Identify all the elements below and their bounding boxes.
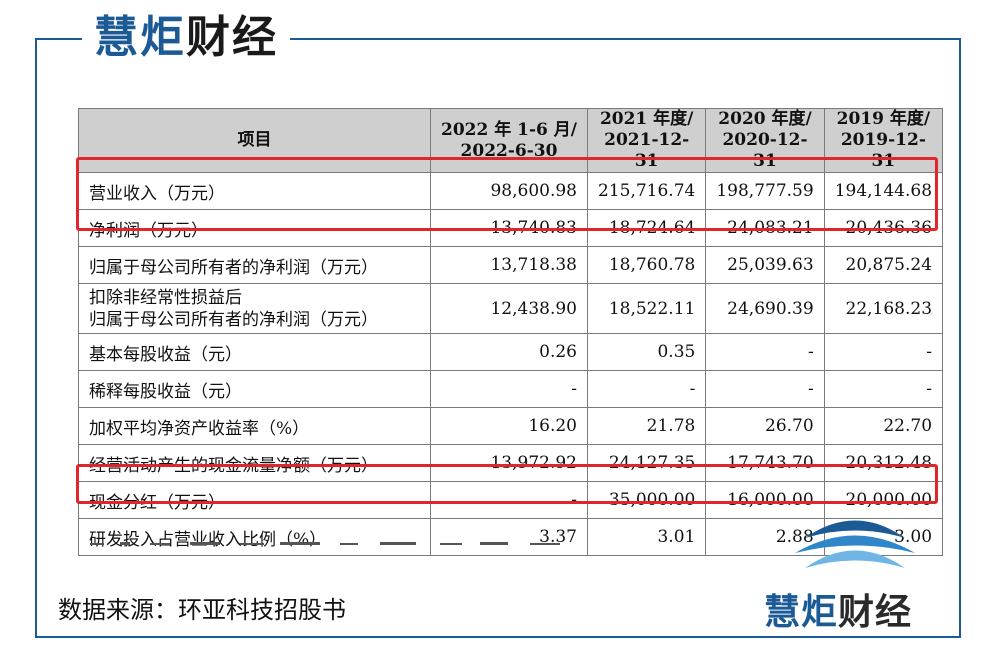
cell-value: 3.37	[430, 518, 588, 556]
cell-value: 194,144.68	[823, 172, 944, 210]
cell-value: 16.20	[430, 407, 588, 445]
cell-value: -	[823, 333, 944, 371]
cell-value: -	[430, 481, 588, 519]
table-row: 稀释每股收益（元） - - - -	[78, 370, 944, 408]
row-label: 经营活动产生的现金流量净额（万元）	[78, 444, 431, 482]
cell-value: -	[705, 333, 825, 371]
table-row: 加权平均净资产收益率（%） 16.20 21.78 26.70 22.70	[78, 407, 944, 445]
source-note: 数据来源：环亚科技招股书	[58, 596, 346, 624]
cell-value: -	[823, 370, 944, 408]
cell-value: 0.35	[586, 333, 707, 371]
cell-value: 26.70	[705, 407, 825, 445]
header-2021: 2021 年度/ 2021-12-31	[586, 108, 707, 173]
header-2020: 2020 年度/ 2020-12-31	[705, 108, 825, 173]
brand-emblem-icon	[795, 520, 915, 568]
cell-value: 20,312.48	[823, 444, 944, 482]
cell-value: -	[705, 370, 825, 408]
row-label: 扣除非经常性损益后 归属于母公司所有者的净利润（万元）	[78, 283, 431, 334]
row-label: 营业收入（万元）	[78, 172, 431, 210]
table-row: 营业收入（万元） 98,600.98 215,716.74 198,777.59…	[78, 172, 944, 210]
cell-value: 17,743.70	[705, 444, 825, 482]
cell-value: 13,718.38	[430, 246, 588, 284]
cell-value: 20,000.00	[823, 481, 944, 519]
cell-value: 198,777.59	[705, 172, 825, 210]
cell-value: 12,438.90	[430, 283, 588, 334]
cell-value: 24,127.35	[586, 444, 707, 482]
table-row: 基本每股收益（元） 0.26 0.35 - -	[78, 333, 944, 371]
table-row: 经营活动产生的现金流量净额（万元） 13,972.92 24,127.35 17…	[78, 444, 944, 482]
financial-table: 项目 2022 年 1-6 月/ 2022-6-30 2021 年度/ 2021…	[78, 108, 944, 556]
cell-value: 3.01	[586, 518, 707, 556]
cell-value: 22.70	[823, 407, 944, 445]
row-label: 基本每股收益（元）	[78, 333, 431, 371]
highlight-cash-dividend	[76, 464, 938, 504]
cell-value: 18,522.11	[586, 283, 707, 334]
cell-value: -	[430, 370, 588, 408]
cell-value: 21.78	[586, 407, 707, 445]
cut-off-text-line	[90, 542, 560, 545]
row-label: 稀释每股收益（元）	[78, 370, 431, 408]
row-label: 加权平均净资产收益率（%）	[78, 407, 431, 445]
outer-frame	[35, 38, 961, 638]
cell-value: 25,039.63	[705, 246, 825, 284]
table-row: 归属于母公司所有者的净利润（万元） 13,718.38 18,760.78 25…	[78, 246, 944, 284]
cell-value: 22,168.23	[823, 283, 944, 334]
cell-value: 18,760.78	[586, 246, 707, 284]
cell-value: 0.26	[430, 333, 588, 371]
brand-logo-bottom: 慧炬财经	[764, 592, 913, 633]
table-row: 扣除非经常性损益后 归属于母公司所有者的净利润（万元） 12,438.90 18…	[78, 283, 944, 334]
header-2019: 2019 年度/ 2019-12-31	[823, 108, 944, 173]
cell-value: 13,972.92	[430, 444, 588, 482]
cell-value: 215,716.74	[586, 172, 707, 210]
cell-value: 24,690.39	[705, 283, 825, 334]
row-label: 归属于母公司所有者的净利润（万元）	[78, 246, 431, 284]
brand-logo-top: 慧炬财经	[82, 4, 290, 63]
highlight-revenue-profit	[76, 157, 938, 231]
cell-value: 20,875.24	[823, 246, 944, 284]
row-label: 现金分红（万元）	[78, 481, 431, 519]
cell-value: -	[586, 370, 707, 408]
row-label: 研发投入占营业收入比例（%）	[78, 518, 431, 556]
table-row: 现金分红（万元） - 35,000.00 16,000.00 20,000.00	[78, 481, 944, 519]
header-2022h1: 2022 年 1-6 月/ 2022-6-30	[430, 108, 588, 173]
